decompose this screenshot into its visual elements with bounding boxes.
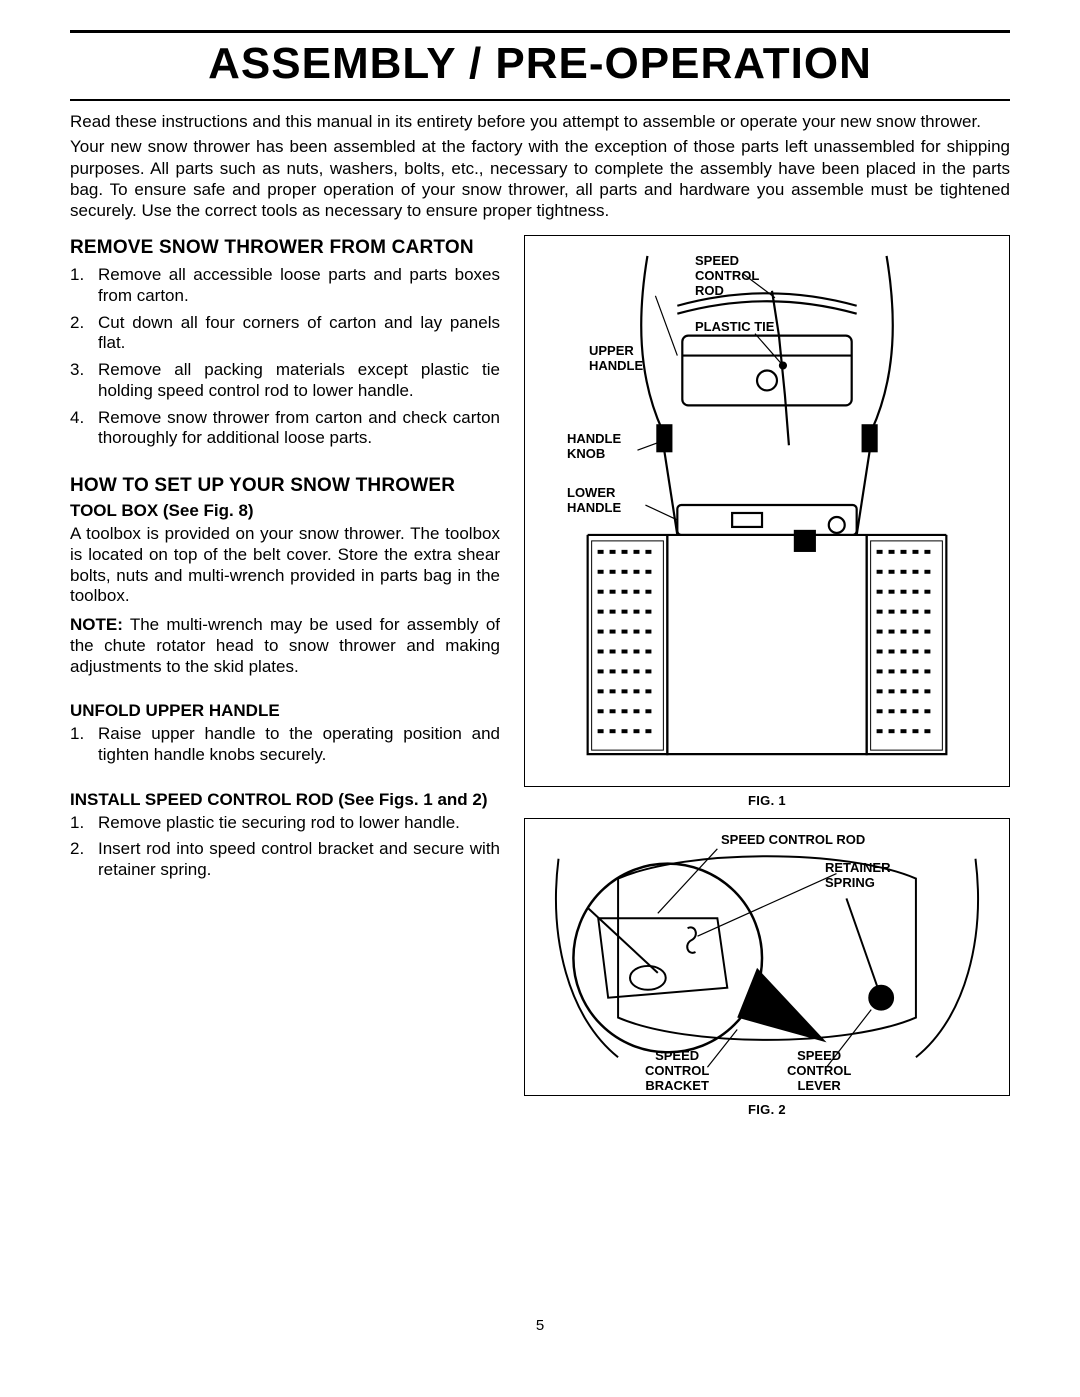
install-rod-list: Remove plastic tie securing rod to lower…	[70, 813, 500, 881]
list-item: Insert rod into speed control bracket an…	[70, 839, 500, 880]
toolbox-body: A toolbox is provided on your snow throw…	[70, 524, 500, 607]
figure-1-frame: SPEED CONTROL ROD PLASTIC TIE UPPER HAND…	[524, 235, 1010, 787]
top-rule	[70, 30, 1010, 33]
fig1-label-handle-knob: HANDLE KNOB	[567, 432, 621, 462]
list-item: Raise upper handle to the operating posi…	[70, 724, 500, 765]
page-title: ASSEMBLY / PRE-OPERATION	[70, 39, 1010, 89]
note-body: The multi-wrench may be used for assembl…	[70, 615, 500, 675]
fig1-label-plastic-tie: PLASTIC TIE	[695, 320, 774, 335]
fig1-caption: FIG. 1	[524, 793, 1010, 808]
two-column-layout: REMOVE SNOW THROWER FROM CARTON Remove a…	[70, 235, 1010, 1117]
under-rule	[70, 99, 1010, 101]
list-item: Cut down all four corners of carton and …	[70, 313, 500, 354]
list-item: Remove snow thrower from carton and chec…	[70, 408, 500, 449]
figure-2-svg	[525, 819, 1009, 1095]
fig2-label-speed-control-bracket: SPEED CONTROL BRACKET	[645, 1049, 709, 1094]
intro-line1: Read these instructions and this manual …	[70, 111, 1010, 132]
install-rod-subhead: INSTALL SPEED CONTROL ROD (See Figs. 1 a…	[70, 790, 500, 810]
remove-heading: REMOVE SNOW THROWER FROM CARTON	[70, 237, 500, 259]
fig2-label-retainer-spring: RETAINER SPRING	[825, 861, 890, 891]
list-item: Remove all accessible loose parts and pa…	[70, 265, 500, 306]
figure-2-frame: SPEED CONTROL ROD RETAINER SPRING SPEED …	[524, 818, 1010, 1096]
remove-list: Remove all accessible loose parts and pa…	[70, 265, 500, 449]
fig2-caption: FIG. 2	[524, 1102, 1010, 1117]
right-column: SPEED CONTROL ROD PLASTIC TIE UPPER HAND…	[524, 235, 1010, 1117]
fig1-label-lower-handle: LOWER HANDLE	[567, 486, 621, 516]
list-item: Remove all packing materials except plas…	[70, 360, 500, 401]
left-column: REMOVE SNOW THROWER FROM CARTON Remove a…	[70, 235, 500, 1117]
unfold-subhead: UNFOLD UPPER HANDLE	[70, 701, 500, 721]
note-label: NOTE:	[70, 615, 123, 634]
fig1-label-speed-control-rod: SPEED CONTROL ROD	[695, 254, 759, 299]
setup-heading: HOW TO SET UP YOUR SNOW THROWER	[70, 475, 500, 497]
unfold-list: Raise upper handle to the operating posi…	[70, 724, 500, 765]
fig2-label-speed-control-lever: SPEED CONTROL LEVER	[787, 1049, 851, 1094]
intro-line2: Your new snow thrower has been assembled…	[70, 136, 1010, 221]
fig2-label-speed-control-rod: SPEED CONTROL ROD	[721, 833, 865, 848]
fig1-label-upper-handle: UPPER HANDLE	[589, 344, 643, 374]
list-item: Remove plastic tie securing rod to lower…	[70, 813, 500, 834]
page-number: 5	[70, 1317, 1010, 1334]
toolbox-subhead: TOOL BOX (See Fig. 8)	[70, 501, 500, 521]
toolbox-note: NOTE: The multi-wrench may be used for a…	[70, 615, 500, 677]
